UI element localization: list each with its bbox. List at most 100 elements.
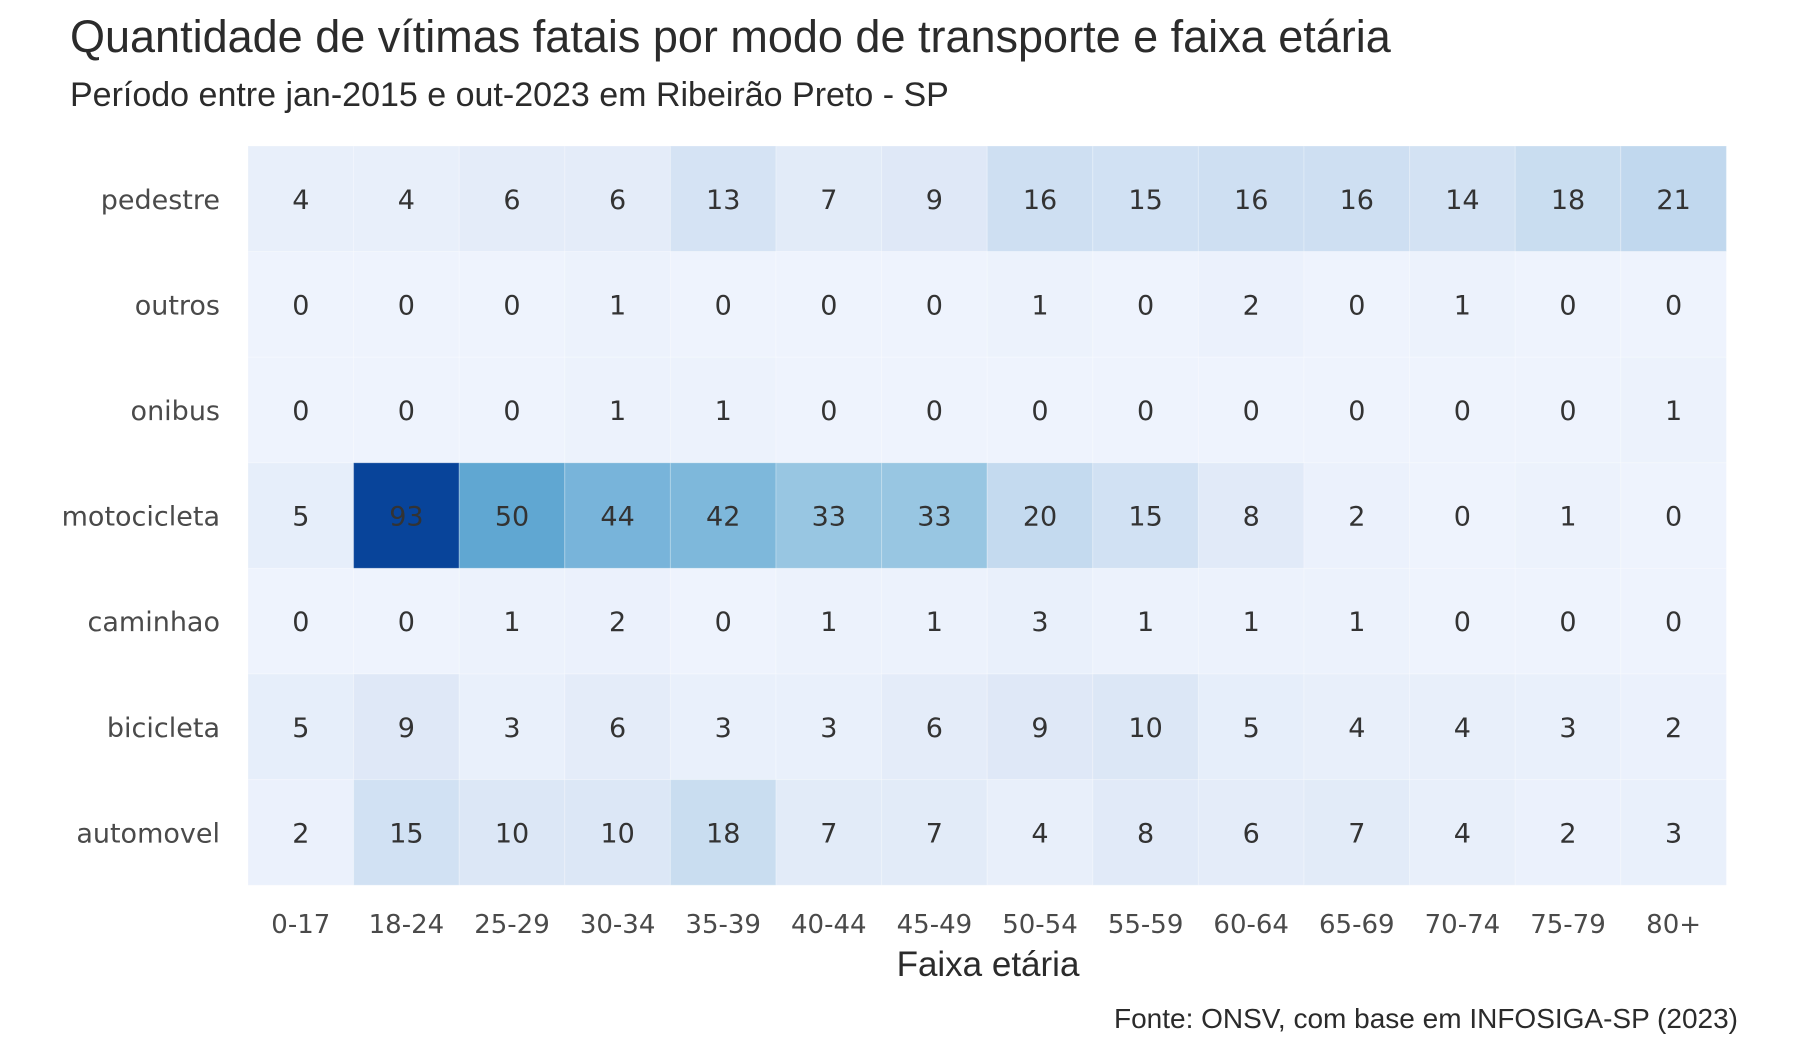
cell-value-label: 6: [609, 713, 626, 744]
x-tick-label: 18-24: [369, 910, 445, 940]
cell-value-label: 1: [926, 607, 943, 638]
cell-value-label: 2: [1665, 713, 1682, 744]
heatmap-cell: [669, 673, 777, 781]
cell-value-label: 1: [609, 396, 626, 427]
cell-value-label: 2: [1559, 818, 1576, 849]
heatmap-cell: [247, 567, 355, 675]
cell-value-label: 0: [503, 396, 520, 427]
x-tick-label: 50-54: [1002, 910, 1078, 940]
y-tick-label: caminhao: [88, 607, 220, 638]
heatmap-cell: [1303, 356, 1411, 464]
heatmap-cell: [881, 251, 988, 358]
cell-value-label: 6: [609, 185, 626, 216]
x-tick-label: 60-64: [1213, 910, 1289, 940]
cell-value-label: 1: [1348, 607, 1365, 638]
cell-value-label: 16: [1234, 185, 1268, 216]
heatmap-cell: [458, 779, 566, 886]
x-tick-label: 35-39: [685, 910, 761, 940]
x-tick-label: 0-17: [271, 910, 330, 940]
heatmap-cell: [1303, 567, 1411, 675]
cell-value-label: 2: [1243, 290, 1260, 321]
cell-value-label: 9: [926, 185, 943, 216]
cell-value-label: 3: [1031, 607, 1048, 638]
heatmap-cell: [1197, 779, 1305, 886]
cell-value-label: 3: [1665, 818, 1682, 849]
cell-value-label: 16: [1340, 185, 1374, 216]
cell-value-label: 0: [1454, 396, 1471, 427]
heatmap-cell: [1409, 673, 1516, 781]
heatmap-cell: [986, 462, 1094, 569]
cell-value-label: 7: [820, 185, 837, 216]
cell-value-label: 0: [292, 607, 309, 638]
cell-value-label: 1: [820, 607, 837, 638]
cell-value-label: 1: [1454, 290, 1471, 321]
y-axis-labels: pedestre outros onibus motocicleta caminhao b…: [62, 185, 220, 850]
cell-value-label: 0: [1665, 607, 1682, 638]
cell-value-label: 0: [1348, 290, 1365, 321]
heatmap-cell: [669, 779, 777, 886]
cell-value-label: 4: [1454, 713, 1471, 744]
heatmap-cells: 4 4 6 6 13 7 9 16 15 16 16 14 18 210 0 0 1 0 0 0 1 0 2 0 1 0 00 0 0 1…: [247, 145, 1727, 886]
heatmap-cell: [881, 779, 988, 886]
heatmap-cell: [1303, 462, 1411, 569]
cell-value-label: 0: [820, 290, 837, 321]
cell-value-label: 0: [1665, 290, 1682, 321]
chart-title: Quantidade de vítimas fatais por modo de…: [70, 11, 1392, 62]
heatmap-cell: [1514, 145, 1622, 253]
heatmap-cell: [1620, 567, 1727, 675]
x-tick-label: 80+: [1646, 910, 1701, 940]
heatmap-cell: [247, 356, 355, 464]
cell-value-label: 15: [1128, 502, 1162, 533]
cell-value-label: 0: [1559, 607, 1576, 638]
cell-value-label: 9: [398, 713, 415, 744]
x-axis-labels: 0-17 18-24 25-29 30-34 35-39 40-44 45-49 50-54 5…: [271, 910, 1701, 940]
heatmap-cell: [564, 462, 671, 569]
heatmap-cell: [669, 462, 777, 569]
cell-value-label: 1: [1137, 607, 1154, 638]
cell-value-label: 1: [1665, 396, 1682, 427]
chart-subtitle: Período entre jan-2015 e out-2023 em Rib…: [70, 76, 949, 114]
heatmap-cell: [1092, 673, 1199, 781]
heatmap-cell: [1409, 356, 1516, 464]
cell-value-label: 0: [1243, 396, 1260, 427]
cell-value-label: 0: [1137, 396, 1154, 427]
cell-value-label: 1: [503, 607, 520, 638]
heatmap-cell: [1409, 779, 1516, 886]
cell-value-label: 0: [398, 607, 415, 638]
heatmap-cell: [775, 145, 883, 253]
cell-value-label: 10: [600, 818, 634, 849]
heatmap-cell: [1514, 673, 1622, 781]
heatmap-cell: [1620, 673, 1727, 781]
cell-value-label: 0: [503, 290, 520, 321]
heatmap-cell: [353, 779, 460, 886]
cell-value-label: 0: [1559, 290, 1576, 321]
cell-value-label: 0: [926, 290, 943, 321]
cell-value-label: 21: [1656, 185, 1690, 216]
cell-value-label: 18: [1551, 185, 1585, 216]
heatmap-cell: [775, 251, 883, 358]
heatmap-cell: [1092, 779, 1199, 886]
cell-value-label: 6: [1243, 818, 1260, 849]
y-tick-label: pedestre: [101, 185, 220, 216]
x-tick-label: 40-44: [791, 910, 867, 940]
heatmap-cell: [1197, 145, 1305, 253]
heatmap-cell: [1303, 251, 1411, 358]
heatmap-cell: [775, 673, 883, 781]
cell-value-label: 15: [389, 818, 423, 849]
cell-value-label: 6: [503, 185, 520, 216]
cell-value-label: 18: [706, 818, 740, 849]
y-tick-label: motocicleta: [62, 502, 220, 533]
heatmap-cell: [353, 145, 460, 253]
cell-value-label: 0: [1137, 290, 1154, 321]
heatmap-cell: [1303, 673, 1411, 781]
cell-value-label: 0: [292, 396, 309, 427]
cell-value-label: 0: [398, 290, 415, 321]
cell-value-label: 33: [917, 502, 951, 533]
cell-value-label: 3: [715, 713, 732, 744]
heatmap-cell: [881, 462, 988, 569]
heatmap-cell: [1620, 251, 1727, 358]
cell-value-label: 8: [1243, 502, 1260, 533]
y-tick-label: onibus: [131, 396, 220, 427]
x-tick-label: 70-74: [1425, 910, 1501, 940]
cell-value-label: 4: [398, 185, 415, 216]
